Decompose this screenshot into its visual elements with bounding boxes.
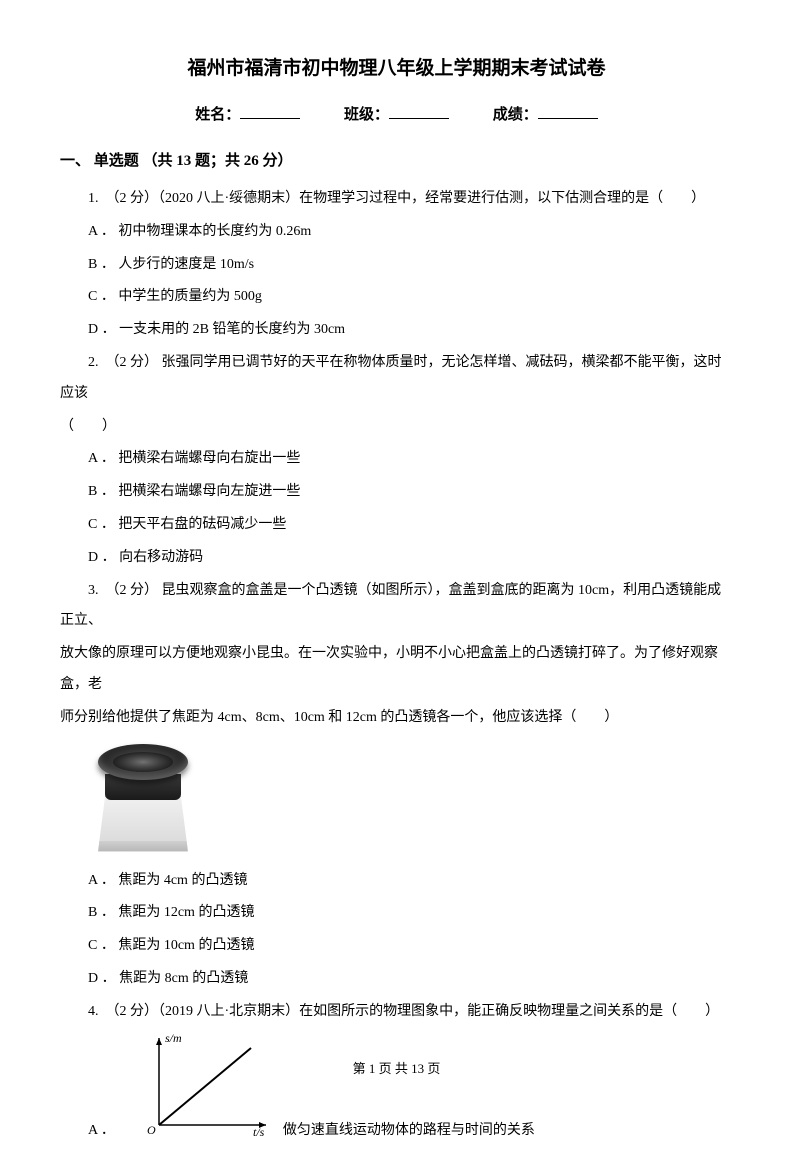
section-1-header: 一、 单选题 （共 13 题；共 26 分） — [60, 146, 733, 176]
q1-option-c[interactable]: C ． 中学生的质量约为 500g — [60, 282, 733, 313]
q3-stem-cont2: 师分别给他提供了焦距为 4cm、8cm、10cm 和 12cm 的凸透镜各一个，… — [60, 703, 733, 734]
q3-image — [88, 740, 733, 860]
page-title: 福州市福清市初中物理八年级上学期期末考试试卷 — [60, 50, 733, 88]
page-footer: 第 1 页 共 13 页 — [0, 1056, 793, 1082]
q3-option-a[interactable]: A ． 焦距为 4cm 的凸透镜 — [60, 866, 733, 897]
q1-stem: 1. （2 分）（2020 八上·绥德期末）在物理学习过程中，经常要进行估测，以… — [60, 184, 733, 215]
q3-option-c[interactable]: C ． 焦距为 10cm 的凸透镜 — [60, 931, 733, 962]
q2-stem-cont: （ ） — [60, 412, 733, 443]
q3-option-d[interactable]: D ． 焦距为 8cm 的凸透镜 — [60, 964, 733, 995]
score-label: 成绩： — [493, 107, 538, 123]
q1-option-b[interactable]: B ． 人步行的速度是 10m/s — [60, 250, 733, 281]
student-info-line: 姓名： 班级： 成绩： — [60, 100, 733, 130]
q2-option-c[interactable]: C ． 把天平右盘的砝码减少一些 — [60, 510, 733, 541]
q4-graph: s/m t/s O — [141, 1030, 271, 1151]
q2-option-d[interactable]: D ． 向右移动游码 — [60, 543, 733, 574]
q1-option-d[interactable]: D ． 一支未用的 2B 铅笔的长度约为 30cm — [60, 315, 733, 346]
q3-stem: 3. （2 分） 昆虫观察盒的盒盖是一个凸透镜（如图所示），盒盖到盒底的距离为 … — [60, 576, 733, 638]
q3-option-b[interactable]: B ． 焦距为 12cm 的凸透镜 — [60, 898, 733, 929]
q4-option-a[interactable]: A ． s/m t/s O 做匀速直线运动物体的路程与时间的关系 — [88, 1030, 733, 1151]
score-blank[interactable] — [538, 118, 598, 119]
name-blank[interactable] — [240, 118, 300, 119]
class-label: 班级： — [344, 107, 389, 123]
origin-label: O — [147, 1123, 156, 1137]
x-axis-label: t/s — [253, 1125, 265, 1139]
q2-stem: 2. （2 分） 张强同学用已调节好的天平在称物体质量时，无论怎样增、减砝码，横… — [60, 348, 733, 410]
q4-stem: 4. （2 分）（2019 八上·北京期末）在如图所示的物理图象中，能正确反映物… — [60, 997, 733, 1028]
q2-option-a[interactable]: A ． 把横梁右端螺母向右旋出一些 — [60, 444, 733, 475]
class-blank[interactable] — [389, 118, 449, 119]
q1-option-a[interactable]: A ． 初中物理课本的长度约为 0.26m — [60, 217, 733, 248]
name-label: 姓名： — [195, 107, 240, 123]
q2-option-b[interactable]: B ． 把横梁右端螺母向左旋进一些 — [60, 477, 733, 508]
q3-stem-cont1: 放大像的原理可以方便地观察小昆虫。在一次实验中，小明不小心把盒盖上的凸透镜打碎了… — [60, 639, 733, 701]
y-axis-label: s/m — [165, 1031, 182, 1045]
